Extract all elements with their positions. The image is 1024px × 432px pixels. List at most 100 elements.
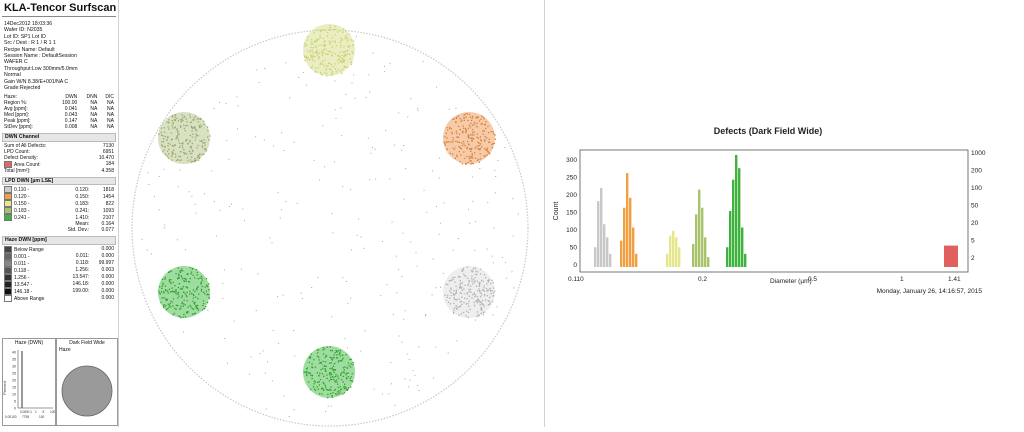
- defect-dot: [317, 276, 319, 278]
- histogram-bar: [744, 253, 747, 267]
- table-cell: StDev [ppm]:: [4, 124, 33, 131]
- defect-dot: [322, 37, 324, 40]
- histogram-series: [666, 230, 681, 267]
- defect-dot: [184, 304, 186, 306]
- y2-tick-label: 20: [971, 220, 979, 227]
- defect-dot: [339, 352, 341, 355]
- defect-dot: [487, 202, 489, 204]
- defect-dot: [343, 45, 345, 48]
- table-cell: NA: [90, 112, 98, 119]
- defect-dot: [230, 203, 232, 205]
- defect-dot: [416, 265, 418, 267]
- defect-dot: [475, 319, 476, 321]
- defect-dot: [198, 156, 200, 158]
- defect-dot: [222, 283, 224, 285]
- defect-dot: [181, 295, 183, 297]
- defect-dot: [450, 294, 452, 297]
- defect-dot: [180, 317, 182, 319]
- defect-dot: [337, 357, 339, 359]
- defect-dot: [448, 127, 451, 129]
- defect-dot: [265, 408, 267, 410]
- defect-dot: [193, 313, 195, 315]
- table-cell: 146.18 -: [3, 287, 64, 295]
- defect-dot: [160, 301, 162, 304]
- defect-dot: [330, 64, 332, 66]
- defect-cluster: [443, 266, 496, 318]
- defect-dot: [467, 119, 469, 122]
- defect-dot: [328, 40, 330, 42]
- defect-dot: [199, 118, 201, 120]
- defect-dot: [195, 159, 197, 161]
- defect-dot: [474, 294, 476, 296]
- table-cell: 0.011 -: [3, 259, 64, 267]
- defect-dot: [336, 350, 338, 353]
- defect-dot: [370, 152, 372, 154]
- defect-dot: [479, 268, 482, 270]
- defect-dot: [313, 380, 315, 382]
- defect-dot: [325, 53, 327, 55]
- defect-dot: [483, 130, 485, 132]
- defect-dot: [325, 370, 327, 373]
- defect-dot: [349, 358, 351, 361]
- defect-dot: [462, 140, 465, 143]
- bin-row: 0.110 -0.120: 1818: [3, 186, 115, 194]
- histogram-bar: [678, 247, 681, 267]
- haze-color-swatch: [4, 280, 12, 288]
- defect-dot: [178, 133, 180, 135]
- defect-dot: [197, 121, 199, 123]
- defect-dot: [466, 292, 468, 294]
- defect-dot: [182, 146, 184, 149]
- defect-dot: [180, 307, 182, 309]
- defect-dot: [474, 121, 476, 124]
- defect-dot: [173, 144, 175, 146]
- defect-dot: [325, 411, 326, 412]
- defect-dot: [480, 279, 483, 282]
- haze-color-swatch: [4, 294, 12, 302]
- table-cell: 0.041: [64, 106, 78, 113]
- defect-dot: [472, 283, 474, 285]
- defect-dot: [167, 290, 169, 292]
- defect-dot: [196, 304, 199, 307]
- defect-dot: [305, 43, 307, 46]
- defect-dot: [322, 381, 324, 384]
- defect-dot: [172, 152, 174, 154]
- defect-dot: [312, 56, 314, 59]
- defect-dot: [479, 136, 482, 138]
- defect-dot: [208, 297, 211, 299]
- haze-bin-to: 0.118:: [75, 260, 90, 267]
- defect-dot: [180, 159, 182, 161]
- defect-dot: [485, 287, 488, 290]
- defect-dot: [489, 302, 491, 304]
- haze-hist-xtick: 0.00100: [5, 415, 17, 419]
- defect-dot: [324, 384, 326, 386]
- defect-dot: [468, 288, 470, 290]
- defect-dot: [469, 160, 471, 162]
- bin-count: 822: [105, 200, 114, 207]
- meta-line: Session Name : DefaultSession: [4, 53, 77, 60]
- defect-dot: [326, 389, 328, 391]
- defect-dot: [213, 107, 215, 109]
- defect-dot: [403, 198, 405, 200]
- table-cell: 7130: [102, 142, 114, 149]
- defect-dot: [464, 297, 466, 299]
- defect-dot: [481, 294, 483, 296]
- defect-dot: [478, 120, 481, 122]
- bin-color-swatch: [4, 200, 12, 208]
- defect-dot: [476, 311, 479, 313]
- defect-dot: [332, 365, 335, 367]
- table-cell: Area Count:: [3, 160, 84, 168]
- defect-dot: [165, 298, 167, 300]
- defect-dot: [319, 52, 321, 54]
- defect-dot: [170, 300, 172, 302]
- defect-dot: [465, 132, 467, 134]
- defect-dot: [304, 42, 306, 45]
- defect-dot: [445, 300, 447, 302]
- defect-dot: [264, 372, 266, 374]
- defect-dot: [189, 159, 192, 161]
- bin-count: 1818: [102, 186, 114, 193]
- defect-dot: [340, 393, 342, 395]
- defect-dot: [330, 357, 333, 359]
- defect-dot: [457, 136, 460, 139]
- defect-dot: [454, 298, 456, 300]
- defect-dot: [374, 148, 376, 150]
